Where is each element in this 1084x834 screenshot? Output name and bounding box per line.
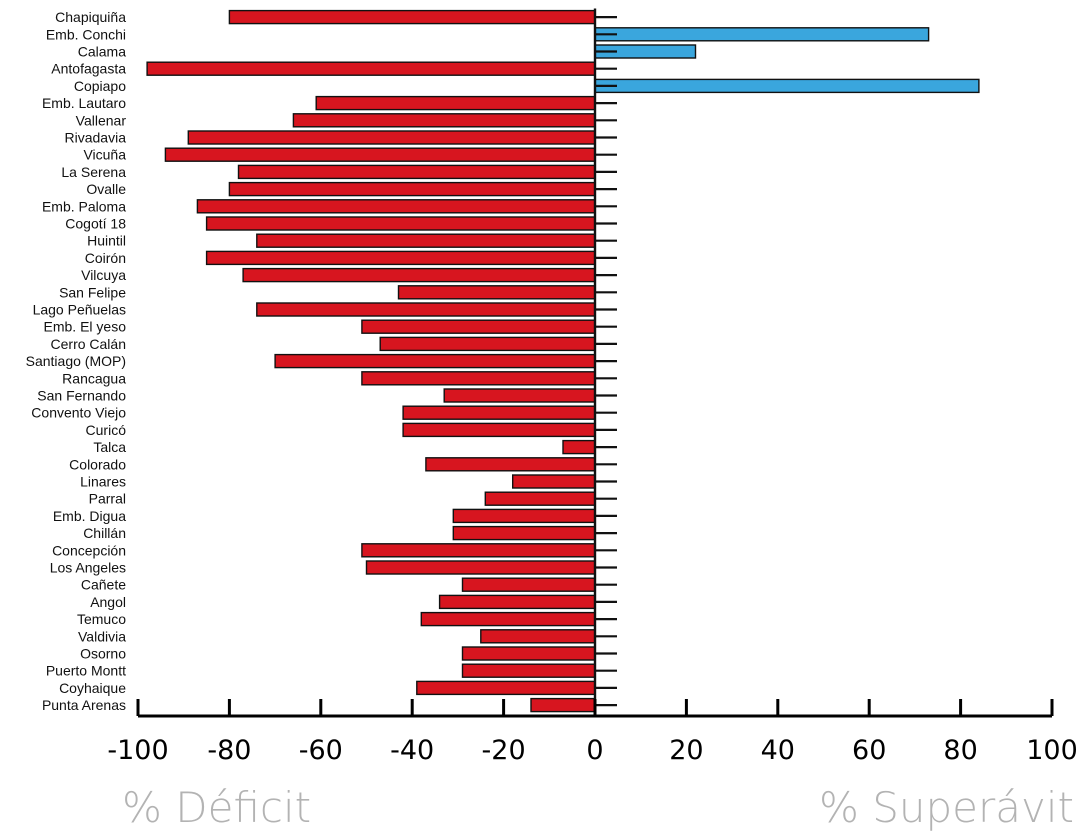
bar-5 [315,95,596,111]
bar-10 [228,181,596,197]
bar-29 [452,508,596,524]
bar-26 [425,457,596,472]
bar-31 [361,543,596,558]
station-label: La Serena [61,164,126,180]
station-label: Copiapo [74,78,126,94]
station-label: Osorno [80,646,126,662]
bar-9 [237,164,596,180]
bar-34 [438,594,596,610]
bar-35 [420,611,596,627]
station-label: Emb. Lautaro [42,95,126,111]
bar-3 [146,61,596,76]
bar-4 [594,78,980,94]
bar-1 [594,27,930,42]
station-label: Huintil [87,233,126,249]
station-label: Cogotí 18 [65,216,126,232]
station-label: Parral [89,491,126,507]
bar-0 [228,9,596,25]
x-tick-label: -60 [299,735,343,766]
station-label: Vallenar [76,112,127,128]
zero-axis-group [593,8,617,714]
x-axis-group: -100 -80 -60 -40 -20 0 20 40 60 80 100 [107,699,1078,766]
x-tick-label: 100 [1026,735,1078,766]
station-label: Convento Viejo [31,405,126,421]
bar-33 [461,577,596,592]
bar-28 [484,491,596,506]
station-label: Talca [93,439,126,455]
station-label: Coyhaique [59,680,126,696]
bar-16 [397,285,596,300]
station-label: Linares [80,474,126,490]
station-label: Rancagua [62,370,126,386]
station-label: Concepción [52,542,126,558]
bar-19 [379,336,596,352]
bar-24 [402,422,596,438]
deficit-label: % Déficit [122,783,311,832]
bar-30 [452,525,596,541]
bar-22 [443,388,596,403]
bar-15 [242,267,596,283]
station-label: Emb. Paloma [42,198,126,214]
station-label: Temuco [77,611,126,627]
station-label: Santiago (MOP) [26,353,126,369]
station-label: Colorado [69,456,126,472]
station-label: Cerro Calán [51,336,126,352]
x-tick-label: 20 [669,735,703,766]
station-label: Angol [90,594,126,610]
station-label: Chillán [83,525,126,541]
station-label: San Felipe [59,284,126,300]
station-label: Coirón [85,250,126,266]
station-label: Ovalle [86,181,126,197]
bar-18 [361,319,596,334]
station-label: Emb. El yeso [44,319,127,335]
bar-21 [361,371,596,386]
station-label: Vicuña [83,147,126,163]
bar-40 [530,697,596,713]
bar-7 [187,130,596,145]
station-label: Calama [78,44,126,60]
station-label: Lago Peñuelas [33,302,126,318]
x-tick-label: -80 [207,735,251,766]
x-tick-label: 80 [943,735,977,766]
station-label: San Fernando [37,388,126,404]
superavit-label: % Superávit [819,783,1074,832]
x-tick-label: -100 [107,735,168,766]
bar-20 [274,353,596,369]
bar-23 [402,405,596,420]
x-tick-label: 60 [852,735,886,766]
bar-6 [292,113,596,128]
station-label: Emb. Digua [53,508,126,524]
bar-27 [512,474,596,489]
bar-38 [461,663,596,678]
station-label: Antofagasta [51,61,126,77]
x-tick-label: -40 [390,735,434,766]
bar-39 [416,680,596,696]
bar-36 [480,629,596,644]
station-label: Emb. Conchi [46,26,126,42]
station-label: Punta Arenas [42,697,126,713]
station-label: Valdivia [78,628,126,644]
bar-11 [196,199,596,214]
x-tick-label: 40 [761,735,795,766]
bar-13 [256,233,596,248]
bars-group [146,9,980,713]
station-label: Vilcuya [81,267,126,283]
station-label: Chapiquiña [55,9,126,25]
x-tick-label: -20 [482,735,526,766]
bar-14 [205,250,596,266]
bar-32 [365,560,596,575]
bar-8 [164,147,596,162]
bar-17 [256,302,596,317]
station-label: Rivadavia [65,130,127,146]
bar-25 [562,439,596,455]
station-label: Cañete [81,577,126,593]
station-label: Curicó [86,422,127,438]
bar-12 [205,216,596,231]
bar-37 [461,646,596,661]
station-label: Puerto Montt [46,663,126,679]
station-label: Los Angeles [50,560,126,576]
x-tick-label: 0 [586,735,603,766]
